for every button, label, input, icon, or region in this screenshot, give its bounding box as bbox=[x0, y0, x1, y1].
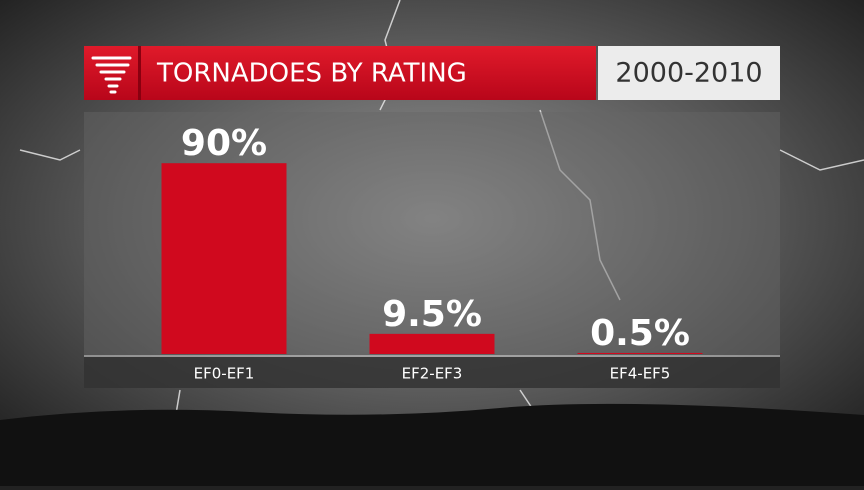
x-tick-label: EF4-EF5 bbox=[610, 365, 671, 383]
value-label: 90% bbox=[181, 123, 267, 164]
category-strip bbox=[84, 357, 780, 388]
divider bbox=[138, 46, 141, 100]
x-tick-label: EF0-EF1 bbox=[194, 365, 255, 383]
bar bbox=[369, 333, 495, 354]
bar bbox=[161, 163, 287, 354]
subtitle-box bbox=[598, 46, 780, 100]
bar bbox=[577, 352, 703, 354]
x-tick-label: EF2-EF3 bbox=[402, 365, 463, 383]
value-label: 0.5% bbox=[590, 313, 690, 354]
value-label: 9.5% bbox=[382, 294, 482, 335]
treeline bbox=[0, 403, 864, 486]
tornado-icon bbox=[91, 56, 132, 94]
chart-title: TORNADOES BY RATING bbox=[156, 59, 467, 89]
title-bar bbox=[84, 46, 596, 100]
chart-subtitle: 2000-2010 bbox=[615, 58, 762, 89]
